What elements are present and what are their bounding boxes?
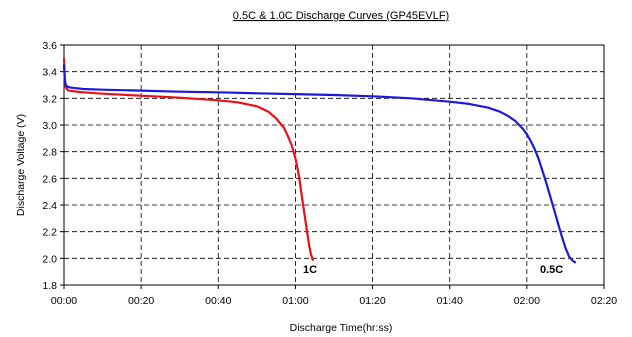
x-tick-label: 00:40 xyxy=(205,295,231,307)
x-axis: 00:00 00:20 00:40 01:00 01:20 01:40 02:00 02:20 xyxy=(51,285,617,307)
x-tick-label: 00:00 xyxy=(51,295,77,307)
y-tick-label: 3.0 xyxy=(42,120,57,132)
y-tick-label: 3.2 xyxy=(42,93,57,105)
series-line-0-5c xyxy=(62,63,577,264)
y-tick-label: 2.8 xyxy=(42,147,57,159)
y-tick-label: 2.6 xyxy=(42,173,57,185)
x-axis-label: Discharge Time(hr:ss) xyxy=(290,322,393,334)
y-tick-label: 2.0 xyxy=(42,253,57,265)
y-axis-label: Discharge Voltage (V) xyxy=(15,114,27,216)
chart-title: 0.5C & 1.0C Discharge Curves (GP45EVLF) xyxy=(233,10,449,22)
y-tick-label: 1.8 xyxy=(42,280,57,292)
x-tick-label: 01:40 xyxy=(437,295,463,307)
series-line-1c xyxy=(62,57,314,261)
y-tick-label: 2.4 xyxy=(42,200,57,212)
y-tick-label: 3.6 xyxy=(42,40,57,52)
plot-area xyxy=(63,44,605,286)
x-tick-label: 00:20 xyxy=(128,295,154,307)
y-axis: 1.8 2.0 2.2 2.4 2.6 2.8 3.0 3.2 3.4 3.6 xyxy=(42,40,64,292)
series-lines xyxy=(62,57,577,264)
annotation-1c: 1C xyxy=(303,264,317,276)
x-tick-label: 02:20 xyxy=(591,295,617,307)
x-tick-label: 01:00 xyxy=(282,295,308,307)
x-tick-label: 02:00 xyxy=(514,295,540,307)
grid xyxy=(64,45,604,285)
y-tick-label: 3.4 xyxy=(42,67,57,79)
annotation-0-5c: 0.5C xyxy=(540,264,563,276)
x-tick-label: 01:20 xyxy=(359,295,385,307)
y-tick-label: 2.2 xyxy=(42,227,57,239)
